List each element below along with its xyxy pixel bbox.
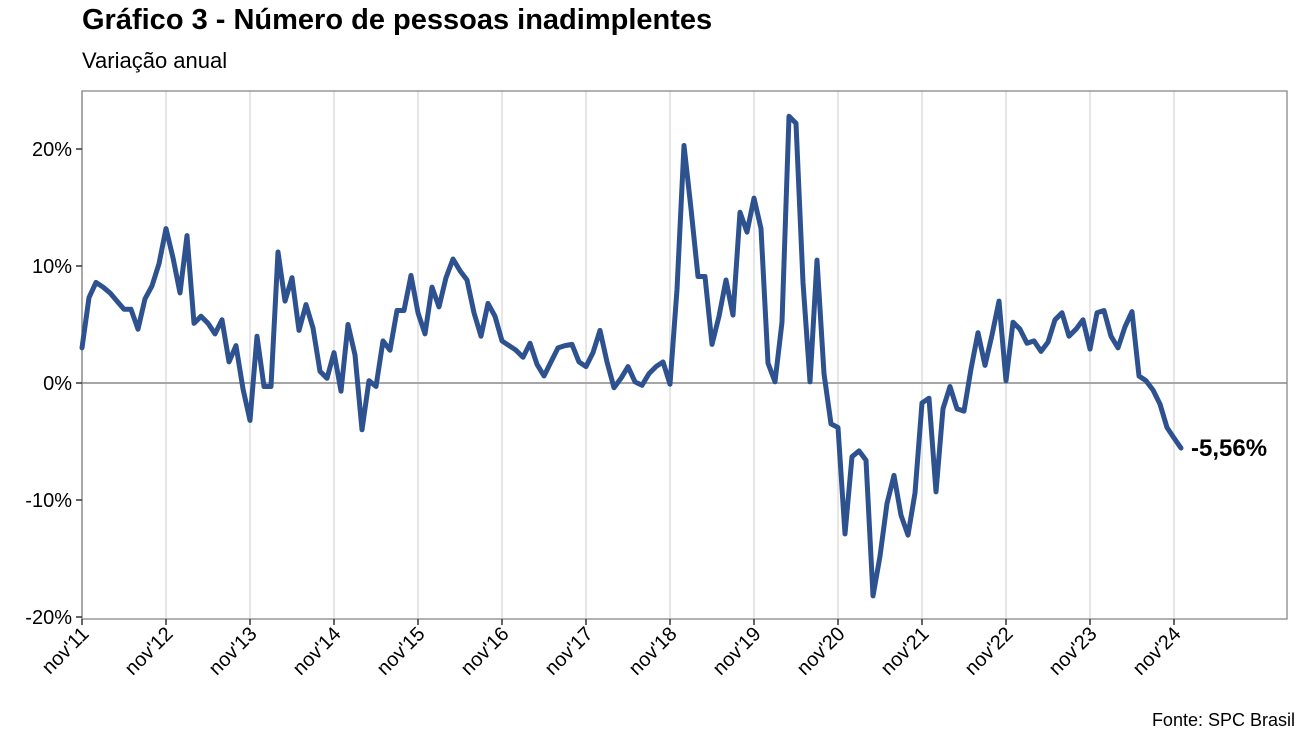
- x-tick-label: nov'18: [625, 623, 682, 680]
- x-tick-label: nov'22: [961, 623, 1018, 680]
- y-tick-label: 10%: [32, 256, 72, 278]
- x-tick-label: nov'23: [1045, 623, 1102, 680]
- x-tick-label: nov'15: [373, 623, 430, 680]
- x-tick-label: nov'11: [38, 623, 94, 679]
- end-value-label: -5,56%: [1191, 435, 1267, 462]
- x-tick-label: nov'17: [541, 623, 598, 680]
- x-tick-label: nov'20: [793, 623, 850, 680]
- chart-title: Gráfico 3 - Número de pessoas inadimplen…: [82, 4, 713, 36]
- y-tick-label: -10%: [25, 490, 72, 512]
- y-tick-label: 0%: [43, 373, 72, 395]
- x-tick-label: nov'24: [1129, 623, 1186, 680]
- y-tick-label: -20%: [25, 607, 72, 629]
- series-line-inadimplentes: [79, 113, 1184, 599]
- x-tick-label: nov'16: [457, 623, 514, 680]
- x-tick-label: nov'13: [205, 623, 262, 680]
- y-axis: 20% 10% 0% -10% -20%: [25, 139, 82, 629]
- x-axis: nov'11 nov'12 nov'13 nov'14 nov'15 nov'16 nov'…: [38, 619, 1186, 680]
- x-tick-label: nov'19: [709, 623, 766, 680]
- plot-frame: [81, 90, 1288, 620]
- x-tick-label: nov'21: [877, 623, 934, 680]
- y-tick-label: 20%: [32, 139, 72, 161]
- x-tick-label: nov'12: [121, 623, 178, 680]
- source-note: Fonte: SPC Brasil: [1151, 710, 1295, 730]
- chart-subtitle: Variação anual: [82, 48, 228, 73]
- x-tick-label: nov'14: [289, 623, 346, 680]
